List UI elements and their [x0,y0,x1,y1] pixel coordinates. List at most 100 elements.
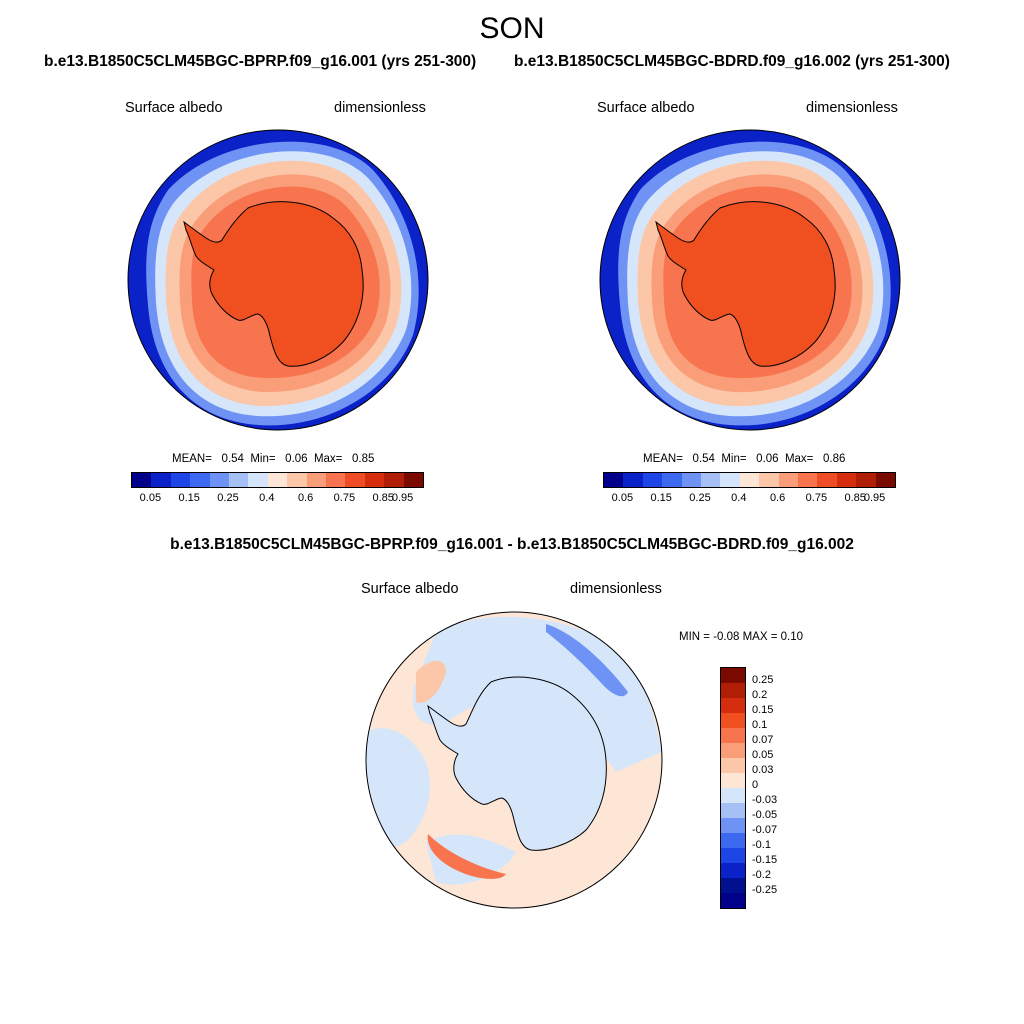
colorbar-swatch [151,473,171,487]
season-title: SON [479,12,545,45]
negative-streak-northeast [546,624,628,697]
panel-right-map [599,129,901,431]
colorbar-tick-label: 0.03 [752,764,774,776]
colorbar-swatch [623,473,643,487]
colorbar-swatch [642,473,663,487]
colorbar-tick-label: 0.15 [650,492,672,504]
diff-variable: Surface albedo [361,581,459,597]
colorbar-swatch [721,758,745,773]
colorbar-swatch [364,473,385,487]
colorbar-tick-label: 0.4 [731,492,747,504]
panel-right-units: dimensionless [806,100,898,116]
colorbar-tick-label: 0.95 [863,492,886,504]
antarctica-diff [427,676,607,851]
colorbar-tick-label: -0.05 [752,809,778,821]
panel-right-stats: MEAN= 0.54 Min= 0.06 Max= 0.86 [643,453,846,465]
colorbar-swatch [721,683,745,698]
panel-left-colorbar [131,472,424,488]
panel-right-colorbar [603,472,896,488]
colorbar-swatch [721,893,745,908]
colorbar-swatch [721,803,745,818]
diff-units: dimensionless [570,581,662,597]
colorbar-swatch [604,473,624,487]
antarctica [655,201,836,367]
colorbar-swatch [798,473,818,487]
colorbar-swatch [721,668,745,683]
panel-right-variable: Surface albedo [597,100,695,116]
diff-title: b.e13.B1850C5CLM45BGC-BPRP.f09_g16.001 -… [170,536,854,553]
panel-right-colorbar-labels: 0.05 0.15 0.25 0.4 0.6 0.75 0.85 0.95 [603,492,894,506]
panel-left-stats: MEAN= 0.54 Min= 0.06 Max= 0.85 [172,453,375,465]
colorbar-tick-label: 0.07 [752,734,774,746]
colorbar-swatch [287,473,307,487]
colorbar-swatch [721,743,745,758]
panel-left-units: dimensionless [334,100,426,116]
colorbar-swatch [720,473,740,487]
colorbar-swatch [326,473,346,487]
colorbar-swatch [721,848,745,863]
panel-left-colorbar-labels: 0.05 0.15 0.25 0.4 0.6 0.75 0.85 0.95 [131,492,422,506]
colorbar-swatch [662,473,682,487]
panel-left-case-title: b.e13.B1850C5CLM45BGC-BPRP.f09_g16.001 (… [44,53,477,70]
colorbar-tick-label: 0.4 [259,492,275,504]
diff-colorbar [720,667,746,909]
colorbar-tick-label: -0.2 [752,869,771,881]
colorbar-swatch [248,473,268,487]
colorbar-swatch [170,473,191,487]
colorbar-swatch [681,473,702,487]
colorbar-swatch [384,473,404,487]
positive-streak-south [427,834,506,879]
colorbar-tick-label: 0.25 [689,492,711,504]
colorbar-swatch [209,473,230,487]
colorbar-tick-label: 0.25 [217,492,239,504]
colorbar-tick-label: -0.15 [752,854,778,866]
colorbar-tick-label: 0.85 [372,492,394,504]
colorbar-tick-label: 0.75 [333,492,356,504]
colorbar-swatch [856,473,876,487]
positive-patch-northwest [416,660,446,703]
colorbar-tick-label: 0.6 [769,492,786,504]
colorbar-tick-label: 0.05 [139,492,162,504]
colorbar-swatch [817,473,837,487]
colorbar-swatch [875,473,896,487]
colorbar-swatch [721,863,745,878]
colorbar-swatch [721,728,745,743]
colorbar-swatch [721,818,745,833]
panel-left-map [127,129,429,431]
albedo-difference-field [366,612,662,908]
colorbar-swatch [721,773,745,788]
panel-right-case-title: b.e13.B1850C5CLM45BGC-BDRD.f09_g16.002 (… [514,53,950,70]
colorbar-swatch [229,473,249,487]
colorbar-swatch [306,473,327,487]
colorbar-swatch [721,698,745,713]
colorbar-swatch [345,473,365,487]
albedo-field [600,130,900,430]
colorbar-tick-label: -0.25 [752,884,778,896]
antarctica [183,201,364,367]
colorbar-tick-label: 0.25 [752,674,774,686]
colorbar-tick-label: 0.85 [844,492,866,504]
colorbar-tick-label: -0.1 [752,839,771,851]
colorbar-swatch [403,473,424,487]
colorbar-tick-label: -0.07 [752,824,778,836]
colorbar-swatch [759,473,779,487]
diff-minmax: MIN = -0.08 MAX = 0.10 [679,631,804,643]
colorbar-tick-label: -0.03 [752,794,778,806]
diff-map [365,611,663,909]
colorbar-swatch [701,473,721,487]
panel-left-variable: Surface albedo [125,100,223,116]
colorbar-swatch [721,878,745,893]
colorbar-swatch [721,713,745,728]
albedo-field [128,130,428,430]
colorbar-tick-label: 0 [752,779,759,791]
colorbar-swatch [721,833,745,848]
colorbar-tick-label: 0.05 [611,492,634,504]
colorbar-tick-label: 0.2 [752,689,768,701]
colorbar-tick-label: 0.15 [752,704,774,716]
colorbar-tick-label: 0.75 [805,492,828,504]
colorbar-swatch [836,473,857,487]
colorbar-tick-label: 0.95 [391,492,414,504]
colorbar-swatch [267,473,288,487]
colorbar-swatch [721,788,745,803]
colorbar-tick-label: 0.05 [752,749,774,761]
